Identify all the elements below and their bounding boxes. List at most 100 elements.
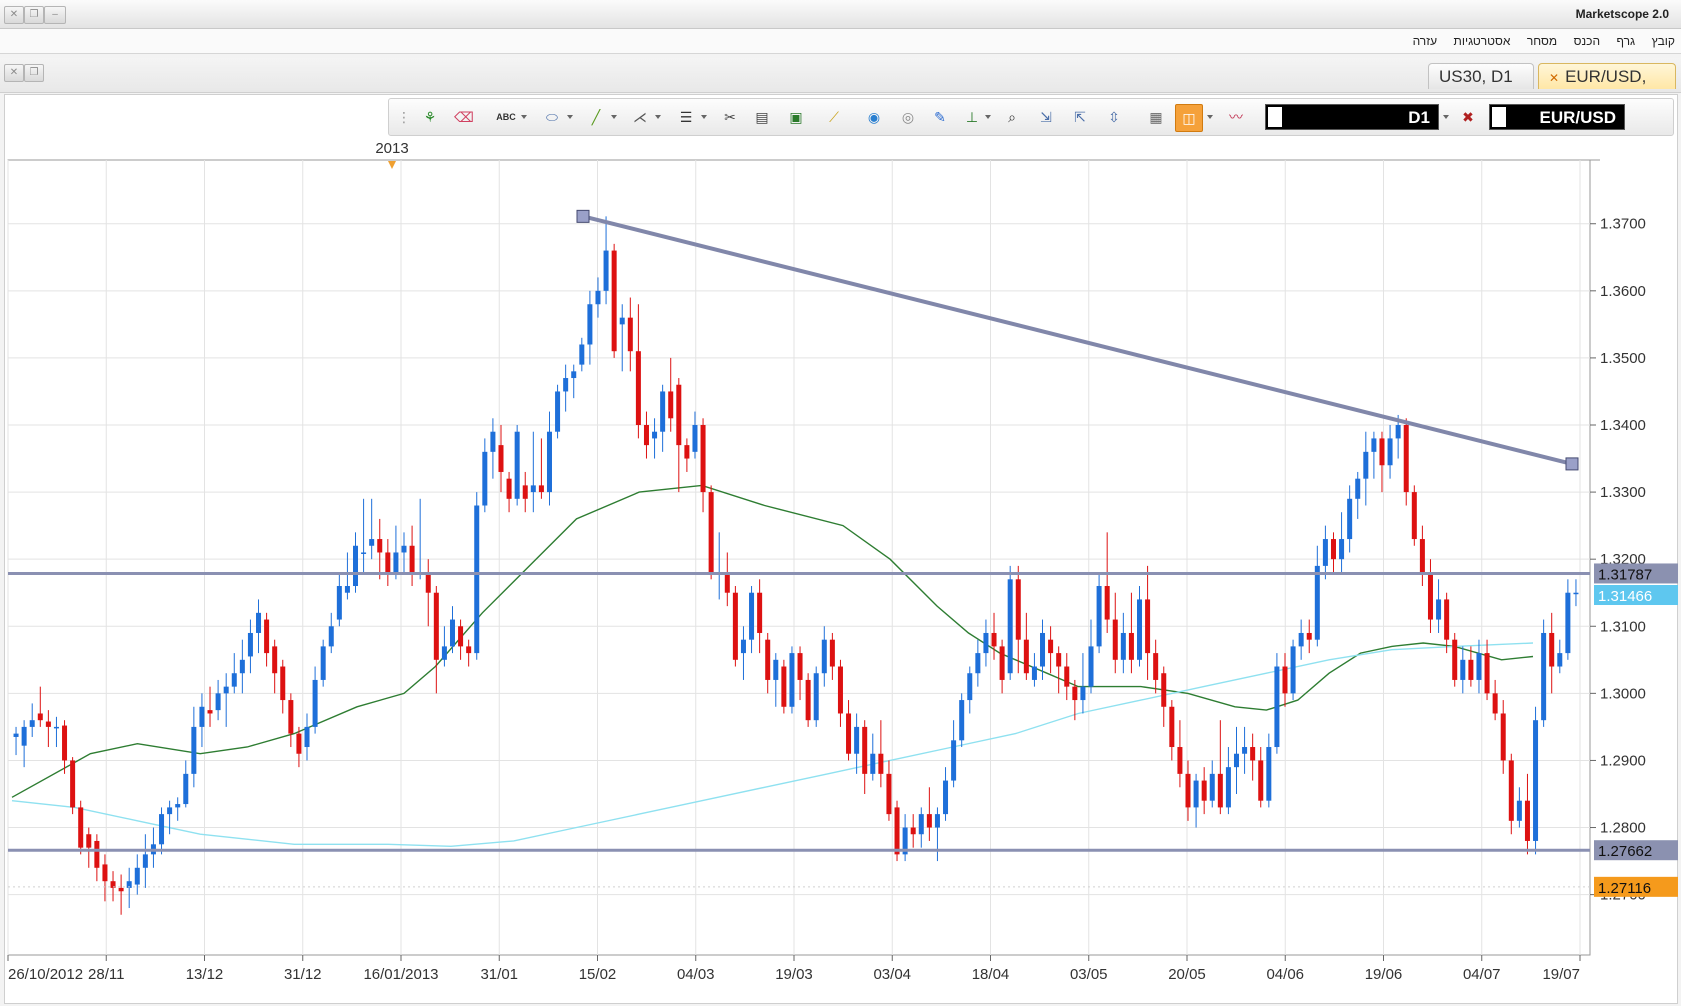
candle-up: [789, 653, 795, 707]
candle-down: [288, 700, 294, 734]
candle-up: [1031, 666, 1037, 680]
drawn-lines: [8, 209, 1590, 888]
candle-down: [991, 632, 997, 647]
x-tick-label: 20/05: [1168, 966, 1206, 983]
candle-up: [749, 592, 755, 640]
target-icon[interactable]: ◎: [901, 109, 915, 125]
chart-type-icon[interactable]: 〰: [1229, 109, 1243, 125]
close-chart-icon[interactable]: ✕: [4, 64, 24, 82]
candle-up: [1565, 592, 1571, 654]
candle-down: [862, 726, 868, 774]
edit-icon[interactable]: ✎: [934, 109, 946, 125]
text-dropdown-icon[interactable]: [521, 115, 527, 119]
menu-help[interactable]: עזרה: [1412, 34, 1438, 48]
candle-down: [627, 317, 633, 352]
candle-up: [740, 639, 746, 654]
lines-dropdown-icon[interactable]: [701, 115, 707, 119]
candle-up: [312, 679, 318, 727]
chart-style-dropdown-icon[interactable]: [1207, 115, 1213, 119]
instrument-selector[interactable]: EUR/USD: [1489, 104, 1625, 130]
close-red-icon[interactable]: ✖: [1462, 109, 1474, 125]
candle-down: [676, 384, 682, 446]
candle-up: [328, 626, 334, 647]
menu-bar: קובץ גרף הכנס מסחר אסטרטגיות עזרה: [0, 29, 1681, 54]
range-icon[interactable]: ⊥: [965, 109, 979, 125]
candle-up: [223, 686, 229, 694]
ellipse-icon[interactable]: ⬭: [546, 109, 558, 125]
candle-up: [975, 653, 981, 674]
line-icon[interactable]: ╱: [591, 109, 601, 125]
moving-average-slow: [11, 484, 1534, 798]
year-marker-icon: [388, 161, 396, 169]
cursor3-icon[interactable]: ⇳: [1108, 109, 1120, 125]
candle-up: [1363, 451, 1369, 479]
cursor-icon[interactable]: ⇲: [1040, 109, 1052, 125]
price-badge-label: 1.31787: [1598, 566, 1652, 583]
timeframe-dropdown-icon[interactable]: [1443, 115, 1449, 119]
minimize-icon[interactable]: –: [44, 6, 66, 24]
candle-up: [1371, 438, 1377, 452]
candle-up: [393, 552, 399, 573]
pitchfork-icon[interactable]: ⋌: [633, 109, 647, 125]
globe-icon[interactable]: ◉: [867, 109, 881, 125]
line-dropdown-icon[interactable]: [611, 115, 617, 119]
tab-us30[interactable]: US30, D1: [1428, 63, 1534, 89]
close-icon[interactable]: ✕: [4, 6, 24, 24]
candle-up: [1233, 753, 1240, 768]
candle-up: [247, 632, 253, 657]
drag-handle-icon[interactable]: ⋮: [397, 109, 411, 125]
candle-down: [643, 425, 649, 446]
candle-down: [1072, 686, 1078, 701]
candles-icon[interactable]: ◫: [1175, 104, 1203, 132]
eraser-icon[interactable]: ⌫: [454, 109, 474, 125]
indicators-icon[interactable]: ⚘: [423, 109, 437, 125]
restore-chart-icon[interactable]: ❐: [24, 64, 44, 82]
candle-up: [951, 740, 957, 781]
menu-trading[interactable]: מסחר: [1526, 34, 1558, 48]
timeframe-selector[interactable]: D1: [1265, 104, 1439, 130]
candle-up: [126, 881, 132, 888]
restore-icon[interactable]: ❐: [24, 6, 44, 24]
pitchfork-dropdown-icon[interactable]: [655, 115, 661, 119]
candle-down: [1452, 639, 1458, 680]
plot-area: [7, 159, 1591, 956]
text-abc-icon[interactable]: ABC: [496, 112, 516, 122]
candle-down: [846, 713, 852, 754]
candle-down: [829, 639, 835, 667]
menu-strategies[interactable]: אסטרטגיות: [1453, 34, 1511, 48]
image-icon[interactable]: ▣: [789, 109, 803, 125]
view-icon[interactable]: ▦: [1149, 109, 1163, 125]
zoom-icon[interactable]: ⌕: [1008, 109, 1016, 125]
candle-up: [256, 612, 262, 633]
candle-up: [361, 552, 367, 554]
ellipse-dropdown-icon[interactable]: [567, 115, 573, 119]
y-tick-label: 1.2900: [1600, 752, 1646, 769]
candle-down: [1549, 632, 1555, 667]
cross-icon[interactable]: ✂: [724, 109, 736, 125]
candle-down: [110, 881, 116, 888]
trendline: [582, 214, 1573, 466]
candle-down: [498, 445, 504, 472]
chart-toolbar: ⋮ ⚘ ⌫ ABC ⬭ ╱ ⋌ ☰ ✂ ▤ ▣ ⟋ ◉ ◎ ✎ ⊥ ⌕ ⇲ ⇱ …: [388, 98, 1674, 136]
window-icon[interactable]: ▤: [755, 109, 769, 125]
candle-down: [458, 626, 464, 647]
x-tick-label: 18/04: [972, 966, 1010, 983]
candle-up: [870, 753, 876, 774]
candle-up: [344, 586, 350, 593]
close-tab-icon[interactable]: ✕: [1549, 71, 1560, 85]
candle-up: [959, 700, 965, 741]
menu-chart[interactable]: גרף: [1616, 34, 1636, 48]
candle-up: [199, 706, 205, 727]
menu-insert[interactable]: הכנס: [1573, 34, 1601, 48]
ruler-icon[interactable]: ⟋: [829, 109, 839, 125]
candle-down: [1379, 438, 1385, 466]
range-dropdown-icon[interactable]: [985, 115, 991, 119]
candle-down: [264, 619, 270, 654]
cursor2-icon[interactable]: ⇱: [1074, 109, 1086, 125]
menu-file[interactable]: קובץ: [1651, 34, 1675, 48]
candle-down: [1177, 747, 1183, 774]
candle-down: [45, 721, 51, 727]
lines-menu-icon[interactable]: ☰: [679, 109, 693, 125]
candle-up: [215, 693, 221, 711]
